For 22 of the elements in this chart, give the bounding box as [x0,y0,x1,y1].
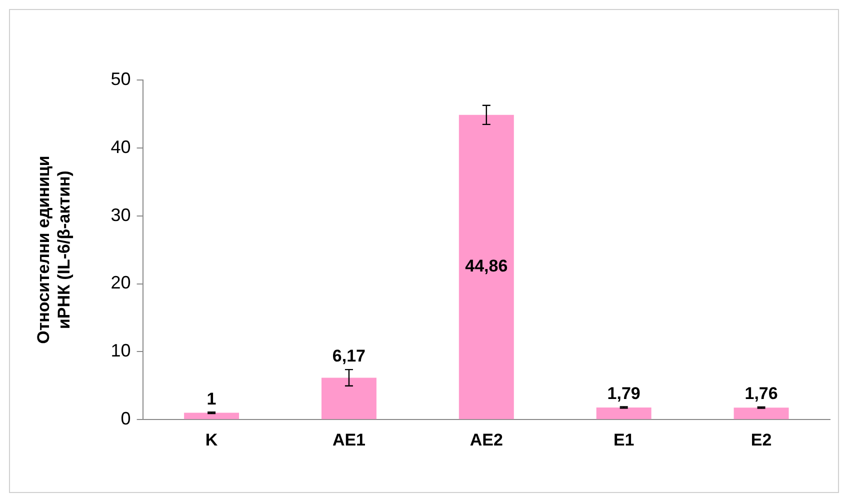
data-label: 1,76 [744,384,778,404]
y-tick-label: 10 [110,340,131,361]
x-tick-label: K [205,430,218,450]
bar [734,408,789,420]
x-tick-label: AE2 [470,430,503,450]
bar [596,407,652,420]
y-tick-label: 30 [110,204,131,225]
y-axis-title: Относителни единици иРНК (IL-6/β-актин) [34,156,74,344]
y-tick-label: 50 [110,68,131,89]
y-tick-label: 20 [110,272,131,293]
data-label: 6,17 [332,346,366,366]
data-label: 1 [206,389,216,408]
x-tick-label: AE1 [332,430,366,450]
bar [458,114,514,420]
y-tick-label: 40 [110,136,131,157]
data-label: 1,79 [607,384,640,403]
x-tick-label: E1 [613,430,634,450]
bar [321,378,376,420]
x-tick-label: E2 [750,430,772,450]
data-label: 44,86 [465,256,508,276]
bar [184,412,240,420]
y-tick-label: 0 [120,408,131,429]
